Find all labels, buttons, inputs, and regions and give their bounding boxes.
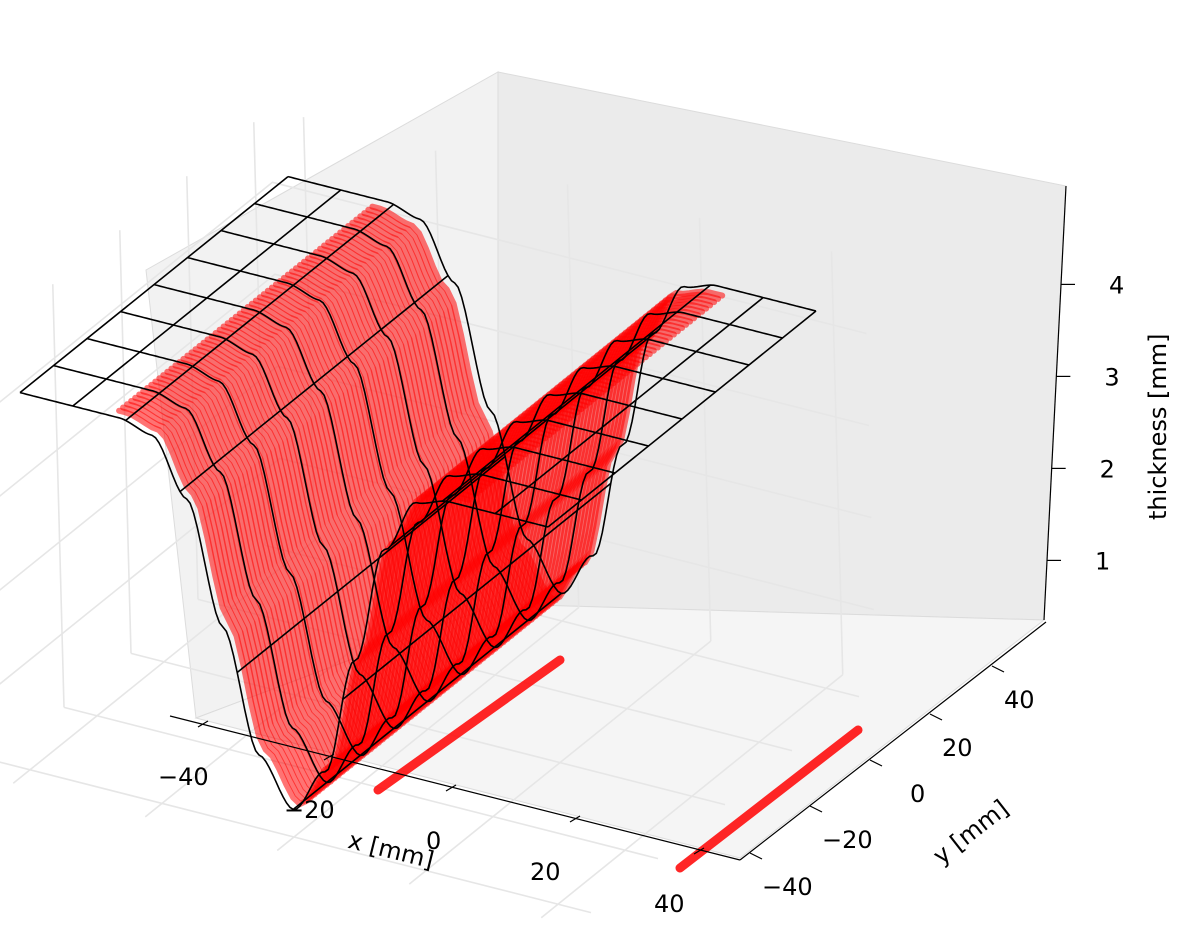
- y-tick-mark: [809, 805, 823, 813]
- wireframe-line-x: [72, 189, 342, 407]
- z-axis-line: [1043, 185, 1067, 621]
- x-tick-label: 20: [530, 858, 561, 886]
- y-tick-label: 20: [942, 734, 973, 762]
- z-tick-label: 1: [1095, 547, 1110, 575]
- y-axis-ticks: −40 −20 0 20 40: [749, 665, 1035, 901]
- x-axis-line: [169, 715, 741, 861]
- wireframe-line-x: [179, 274, 449, 493]
- grid-line-x: [830, 251, 844, 675]
- wireframe-line-x: [547, 310, 817, 528]
- z-tick-label: 4: [1109, 271, 1124, 299]
- wireframe-line-x: [342, 482, 612, 700]
- y-tick-mark: [991, 665, 1005, 673]
- wireframe-line-x: [292, 592, 562, 811]
- x-tick-label: 0: [426, 827, 441, 855]
- wireframe-line-y: [287, 175, 817, 595]
- x-tick-mark: [693, 847, 705, 855]
- x-axis-label: x [mm]: [345, 826, 437, 874]
- x-tick-mark: [323, 753, 335, 761]
- z-axis-ticks: 1 2 3 4: [1047, 271, 1124, 575]
- x-tick-label: −20: [284, 796, 335, 824]
- grid-line-z: [0, 181, 867, 403]
- x-tick-label: 40: [654, 890, 685, 918]
- wireframe-line-x: [390, 328, 660, 546]
- y-tick-mark: [929, 713, 943, 721]
- x-tick-mark: [445, 784, 457, 792]
- grid-line-y-floor: [63, 706, 659, 860]
- y-tick-label: 0: [910, 780, 925, 808]
- grid-line-x: [698, 217, 712, 642]
- wireframe-line-x: [125, 203, 395, 422]
- wireframe-line-x: [19, 175, 289, 394]
- z-tick-label: 2: [1100, 455, 1115, 483]
- wireframe-surface: [19, 175, 817, 811]
- x-tick-mark: [569, 815, 581, 823]
- grid-line-z: [0, 273, 870, 497]
- grid-line-y: [118, 230, 132, 654]
- wireframe-line-x: [236, 455, 506, 674]
- y-axis-line: [739, 621, 1047, 861]
- grid-line-y: [51, 284, 65, 708]
- grid-line-y-floor: [0, 761, 592, 914]
- projection-line-x: [373, 655, 565, 795]
- floor-projection-lines: [373, 655, 863, 873]
- wireframe-line-x: [494, 296, 764, 515]
- x-tick-mark: [197, 720, 209, 728]
- z-tick-label: 3: [1104, 363, 1119, 391]
- x-axis-ticks: −40 −20 0 20 40: [158, 720, 705, 918]
- z-axis-label: thickness [mm]: [1144, 334, 1172, 520]
- scatter-row: [369, 203, 726, 604]
- y-tick-label: 40: [1004, 686, 1035, 714]
- y-axis-label: y [mm]: [928, 794, 1014, 870]
- wireframe-line-x: [441, 284, 711, 502]
- projection-line-y: [675, 725, 863, 873]
- y-tick-label: −40: [762, 873, 813, 901]
- y-tick-label: −20: [822, 826, 873, 854]
- y-tick-mark: [749, 852, 763, 860]
- x-tick-label: −40: [158, 763, 209, 791]
- y-tick-mark: [869, 759, 883, 767]
- grid-line-y-floor: [130, 652, 726, 806]
